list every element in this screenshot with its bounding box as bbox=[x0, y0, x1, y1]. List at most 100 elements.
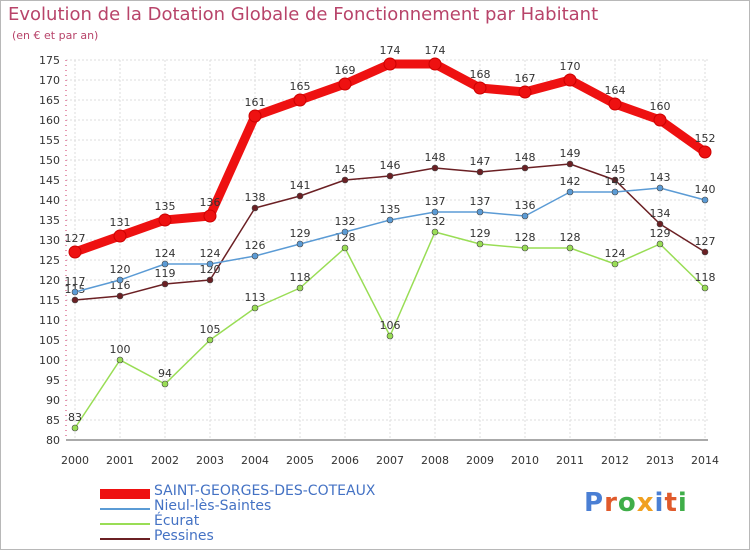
legend-label: SAINT-GEORGES-DES-COTEAUX bbox=[154, 483, 376, 499]
data-label: 149 bbox=[560, 147, 581, 160]
data-point bbox=[656, 240, 664, 248]
data-label: 129 bbox=[290, 227, 311, 240]
data-point bbox=[476, 168, 484, 176]
data-point bbox=[386, 332, 394, 340]
data-point bbox=[476, 208, 484, 216]
y-tick-label: 130 bbox=[39, 234, 60, 247]
data-label: 118 bbox=[290, 271, 311, 284]
data-point bbox=[608, 97, 622, 111]
data-label: 169 bbox=[335, 64, 356, 77]
data-label: 174 bbox=[425, 44, 446, 57]
legend-label: Pessines bbox=[154, 528, 214, 544]
data-label: 142 bbox=[605, 175, 626, 188]
data-label: 138 bbox=[245, 191, 266, 204]
data-point bbox=[116, 356, 124, 364]
logo-letter: t bbox=[664, 488, 678, 518]
logo-letter: o bbox=[617, 488, 637, 518]
x-tick-label: 2014 bbox=[691, 454, 719, 467]
data-point bbox=[203, 209, 217, 223]
data-point bbox=[566, 244, 574, 252]
logo-letter: i bbox=[677, 488, 688, 518]
data-label: 136 bbox=[200, 196, 221, 209]
data-point bbox=[566, 160, 574, 168]
data-point bbox=[656, 184, 664, 192]
data-point bbox=[701, 196, 709, 204]
chart-subtitle: (en € et par an) bbox=[12, 29, 99, 42]
logo-letter: r bbox=[604, 488, 618, 518]
chart-title: Evolution de la Dotation Globale de Fonc… bbox=[8, 4, 599, 25]
data-point bbox=[251, 304, 259, 312]
logo-letter: i bbox=[654, 488, 665, 518]
data-label: 142 bbox=[560, 175, 581, 188]
y-tick-label: 140 bbox=[39, 194, 60, 207]
data-label: 132 bbox=[425, 215, 446, 228]
data-label: 132 bbox=[335, 215, 356, 228]
y-tick-label: 165 bbox=[39, 94, 60, 107]
x-tick-label: 2004 bbox=[241, 454, 269, 467]
data-label: 128 bbox=[560, 231, 581, 244]
data-point bbox=[386, 216, 394, 224]
y-tick-label: 90 bbox=[46, 394, 60, 407]
data-point bbox=[473, 81, 487, 95]
data-point bbox=[116, 276, 124, 284]
legend-swatch bbox=[100, 538, 150, 540]
x-tick-label: 2008 bbox=[421, 454, 449, 467]
data-label: 174 bbox=[380, 44, 401, 57]
data-point bbox=[431, 164, 439, 172]
data-label: 137 bbox=[470, 195, 491, 208]
data-label: 141 bbox=[290, 179, 311, 192]
data-point bbox=[161, 280, 169, 288]
legend-label: Nieul-lès-Saintes bbox=[154, 498, 272, 514]
legend-swatch bbox=[100, 523, 150, 525]
data-point bbox=[521, 244, 529, 252]
data-point bbox=[521, 164, 529, 172]
data-label: 152 bbox=[695, 132, 716, 145]
data-point bbox=[611, 176, 619, 184]
data-point bbox=[341, 244, 349, 252]
y-tick-label: 175 bbox=[39, 54, 60, 67]
data-point bbox=[251, 204, 259, 212]
logo-letter: x bbox=[636, 488, 655, 518]
data-label: 128 bbox=[515, 231, 536, 244]
data-point bbox=[296, 284, 304, 292]
data-point bbox=[383, 57, 397, 71]
data-point bbox=[431, 228, 439, 236]
data-point bbox=[656, 220, 664, 228]
data-label: 145 bbox=[605, 163, 626, 176]
legend-swatch bbox=[100, 489, 150, 499]
data-label: 148 bbox=[425, 151, 446, 164]
data-label: 161 bbox=[245, 96, 266, 109]
line-chart: 80 85 90 95 100 105 110 115 120 125 130 135 140 145 15… bbox=[39, 44, 719, 467]
y-tick-label: 125 bbox=[39, 254, 60, 267]
data-label: 100 bbox=[110, 343, 131, 356]
y-tick-label: 100 bbox=[39, 354, 60, 367]
data-point bbox=[431, 208, 439, 216]
data-label: 124 bbox=[605, 247, 626, 260]
y-tick-label: 110 bbox=[39, 314, 60, 327]
data-point bbox=[476, 240, 484, 248]
data-point bbox=[653, 113, 667, 127]
data-label: 164 bbox=[605, 84, 626, 97]
x-tick-label: 2007 bbox=[376, 454, 404, 467]
x-tick-label: 2003 bbox=[196, 454, 224, 467]
y-tick-label: 80 bbox=[46, 434, 60, 447]
y-tick-label: 135 bbox=[39, 214, 60, 227]
data-point bbox=[71, 288, 79, 296]
data-label: 83 bbox=[68, 411, 82, 424]
data-label: 136 bbox=[515, 199, 536, 212]
data-point bbox=[701, 248, 709, 256]
data-label: 160 bbox=[650, 100, 671, 113]
data-point bbox=[206, 276, 214, 284]
data-label: 129 bbox=[650, 227, 671, 240]
x-tick-label: 2012 bbox=[601, 454, 629, 467]
data-point bbox=[566, 188, 574, 196]
data-label: 165 bbox=[290, 80, 311, 93]
y-tick-label: 85 bbox=[46, 414, 60, 427]
data-label: 145 bbox=[335, 163, 356, 176]
data-label: 134 bbox=[650, 207, 671, 220]
y-tick-label: 120 bbox=[39, 274, 60, 287]
data-point bbox=[71, 424, 79, 432]
y-tick-label: 170 bbox=[39, 74, 60, 87]
data-point bbox=[611, 188, 619, 196]
data-label: 137 bbox=[425, 195, 446, 208]
